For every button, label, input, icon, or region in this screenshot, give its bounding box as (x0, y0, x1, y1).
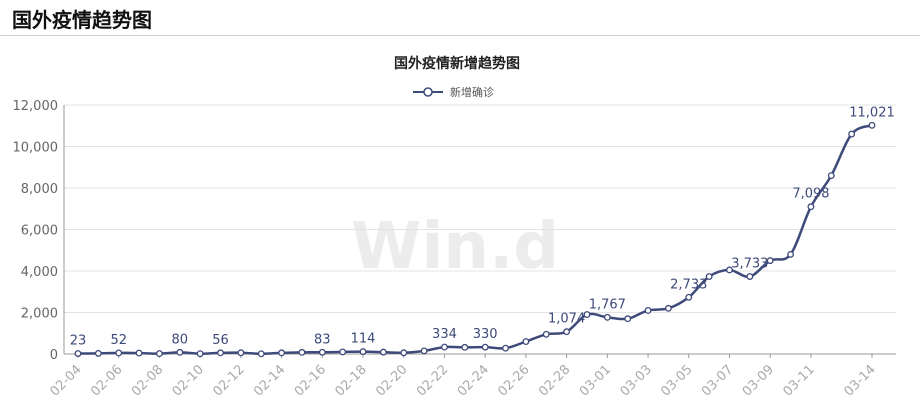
data-point[interactable] (359, 348, 367, 356)
data-point[interactable] (644, 306, 652, 314)
series-line (77, 124, 873, 356)
data-label: 2,733 (670, 277, 707, 292)
data-point[interactable] (624, 315, 632, 323)
x-tick-label: 02-04 (48, 362, 85, 399)
data-label: 7,098 (792, 187, 829, 202)
data-label: 56 (212, 333, 229, 348)
data-point[interactable] (583, 311, 591, 319)
watermark-text: Win.d (351, 210, 559, 284)
header-divider (0, 35, 920, 36)
data-label: 11,021 (849, 105, 895, 120)
data-point[interactable] (74, 350, 82, 357)
legend-label: 新增确诊 (450, 85, 494, 99)
x-tick-label: 03-05 (658, 362, 695, 399)
x-tick-label: 02-28 (536, 362, 573, 399)
y-tick-label: 10,000 (13, 141, 59, 156)
data-point[interactable] (746, 273, 754, 280)
legend-marker-icon (423, 87, 433, 97)
x-tick-label: 02-24 (455, 362, 492, 399)
data-label-layer: 23 52 80 56 83 114 334 330 1,074 1,767 2,733 3,733 7… (70, 105, 895, 348)
data-point[interactable] (563, 328, 571, 336)
y-tick-label: 2,000 (21, 307, 58, 322)
data-point[interactable] (155, 350, 163, 358)
data-point[interactable] (217, 349, 224, 357)
x-tick-label: 03-09 (740, 362, 777, 399)
data-point[interactable] (339, 348, 347, 356)
data-label: 80 (172, 332, 189, 347)
data-point[interactable] (94, 349, 102, 357)
data-label: 334 (432, 327, 457, 342)
data-point[interactable] (237, 349, 245, 357)
data-label: 1,767 (589, 297, 626, 312)
data-label: 52 (110, 333, 127, 348)
x-tick-label: 03-07 (699, 362, 736, 399)
data-label: 114 (351, 332, 376, 347)
y-tick-label: 8,000 (21, 182, 58, 197)
x-tick-label: 03-01 (577, 362, 614, 399)
x-tick-label: 02-16 (292, 362, 329, 399)
data-point[interactable] (603, 313, 611, 321)
data-point[interactable] (420, 347, 428, 355)
x-tick-label: 02-20 (373, 362, 410, 399)
data-label: 3,733 (731, 257, 768, 272)
x-axis: 02-04 02-06 02-08 02-10 02-12 02-14 02-16 02-18… (48, 354, 879, 400)
series-layer (74, 121, 876, 358)
data-point[interactable] (135, 349, 143, 357)
x-tick-label: 02-22 (414, 362, 451, 399)
x-tick-label: 03-03 (618, 362, 655, 399)
y-tick-label: 0 (50, 348, 58, 363)
data-point[interactable] (115, 349, 123, 357)
x-tick-label: 03-14 (842, 362, 879, 399)
y-axis: 0 2,000 4,000 6,000 8,000 10,000 12,000 (13, 99, 65, 363)
data-point[interactable] (807, 203, 815, 211)
data-point[interactable] (400, 349, 408, 357)
y-tick-label: 6,000 (21, 224, 58, 239)
data-point[interactable] (278, 349, 286, 357)
data-point[interactable] (726, 266, 733, 274)
y-tick-label: 12,000 (13, 99, 59, 114)
data-point[interactable] (664, 304, 672, 312)
page-title: 国外疫情趋势图 (12, 8, 152, 32)
data-label: 1,074 (548, 312, 585, 327)
data-point[interactable] (318, 348, 326, 356)
chart-legend[interactable]: 新增确诊 (413, 85, 494, 99)
chart-title: 国外疫情新增趋势图 (394, 55, 520, 72)
x-tick-label: 02-10 (170, 362, 207, 399)
data-point[interactable] (502, 344, 509, 352)
data-label: 23 (70, 334, 87, 349)
data-point[interactable] (766, 257, 774, 265)
data-point[interactable] (379, 348, 387, 356)
chart-grid (64, 104, 896, 355)
data-point[interactable] (196, 350, 204, 358)
data-point[interactable] (542, 330, 550, 338)
data-point[interactable] (257, 350, 265, 358)
data-point[interactable] (522, 338, 530, 345)
x-tick-label: 02-12 (210, 362, 247, 399)
x-tick-label: 02-14 (251, 362, 288, 399)
x-tick-label: 02-26 (495, 362, 532, 399)
x-tick-label: 02-06 (88, 362, 125, 399)
x-tick-label: 02-18 (333, 362, 370, 399)
data-point[interactable] (441, 343, 448, 351)
data-point[interactable] (827, 172, 835, 179)
data-point[interactable] (787, 250, 795, 258)
data-label: 83 (314, 332, 331, 347)
x-tick-label: 02-08 (129, 362, 166, 399)
data-point[interactable] (868, 121, 876, 129)
data-point[interactable] (705, 273, 713, 280)
data-point[interactable] (176, 348, 184, 356)
x-tick-label: 03-11 (780, 362, 817, 399)
data-point[interactable] (848, 130, 856, 138)
data-point[interactable] (461, 343, 469, 351)
data-point[interactable] (481, 343, 489, 351)
data-point[interactable] (685, 293, 693, 301)
y-tick-label: 4,000 (21, 265, 58, 280)
data-label: 330 (473, 327, 498, 342)
data-point[interactable] (298, 348, 306, 356)
